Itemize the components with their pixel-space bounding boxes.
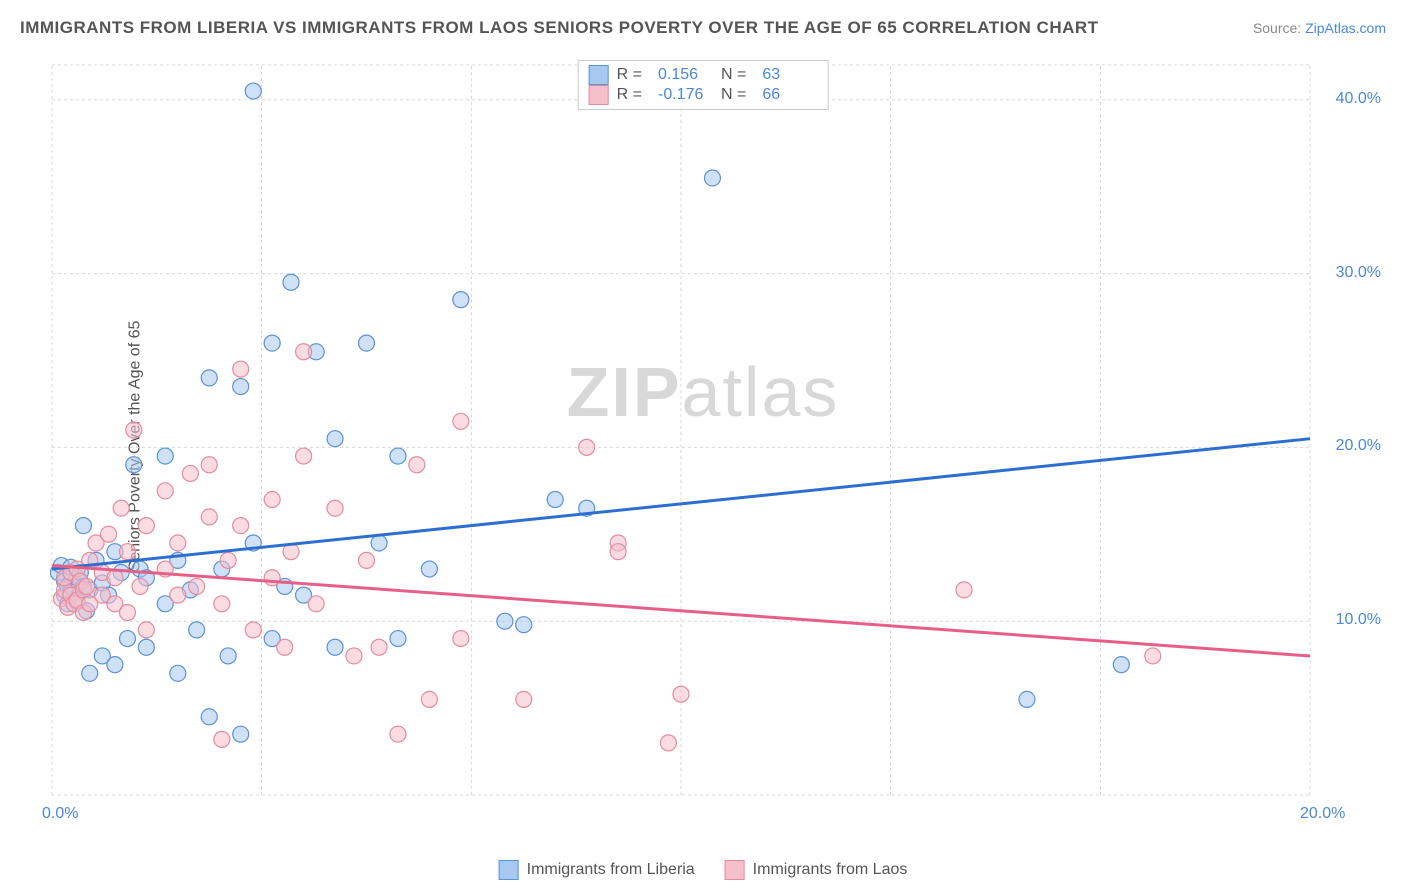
scatter-chart-svg — [50, 55, 1370, 825]
n-value-laos: 66 — [762, 86, 817, 104]
correlation-legend: R = 0.156 N = 63 R = -0.176 N = 66 — [578, 60, 829, 110]
chart-container: IMMIGRANTS FROM LIBERIA VS IMMIGRANTS FR… — [0, 0, 1406, 892]
legend-item-laos: Immigrants from Laos — [725, 860, 908, 880]
series-legend: Immigrants from Liberia Immigrants from … — [499, 860, 908, 880]
y-tick: 10.0% — [1336, 611, 1381, 629]
source-link[interactable]: ZipAtlas.com — [1305, 20, 1386, 36]
n-label: N = — [721, 86, 746, 104]
y-tick: 40.0% — [1336, 90, 1381, 108]
chart-title: IMMIGRANTS FROM LIBERIA VS IMMIGRANTS FR… — [20, 18, 1099, 38]
legend-label-liberia: Immigrants from Liberia — [527, 861, 695, 879]
r-label: R = — [617, 66, 642, 84]
r-label: R = — [617, 86, 642, 104]
correlation-row-laos: R = -0.176 N = 66 — [589, 85, 818, 105]
swatch-laos — [725, 860, 745, 880]
y-tick: 20.0% — [1336, 437, 1381, 455]
correlation-row-liberia: R = 0.156 N = 63 — [589, 65, 818, 85]
swatch-liberia — [499, 860, 519, 880]
y-tick: 30.0% — [1336, 264, 1381, 282]
r-value-liberia: 0.156 — [658, 66, 713, 84]
x-tick: 0.0% — [42, 805, 78, 823]
swatch-laos — [589, 85, 609, 105]
n-value-liberia: 63 — [762, 66, 817, 84]
source-attribution: Source: ZipAtlas.com — [1253, 20, 1386, 36]
n-label: N = — [721, 66, 746, 84]
x-tick: 20.0% — [1300, 805, 1345, 823]
legend-label-laos: Immigrants from Laos — [753, 861, 908, 879]
chart-area — [50, 55, 1370, 825]
swatch-liberia — [589, 65, 609, 85]
r-value-laos: -0.176 — [658, 86, 713, 104]
legend-item-liberia: Immigrants from Liberia — [499, 860, 695, 880]
source-prefix: Source: — [1253, 20, 1305, 36]
